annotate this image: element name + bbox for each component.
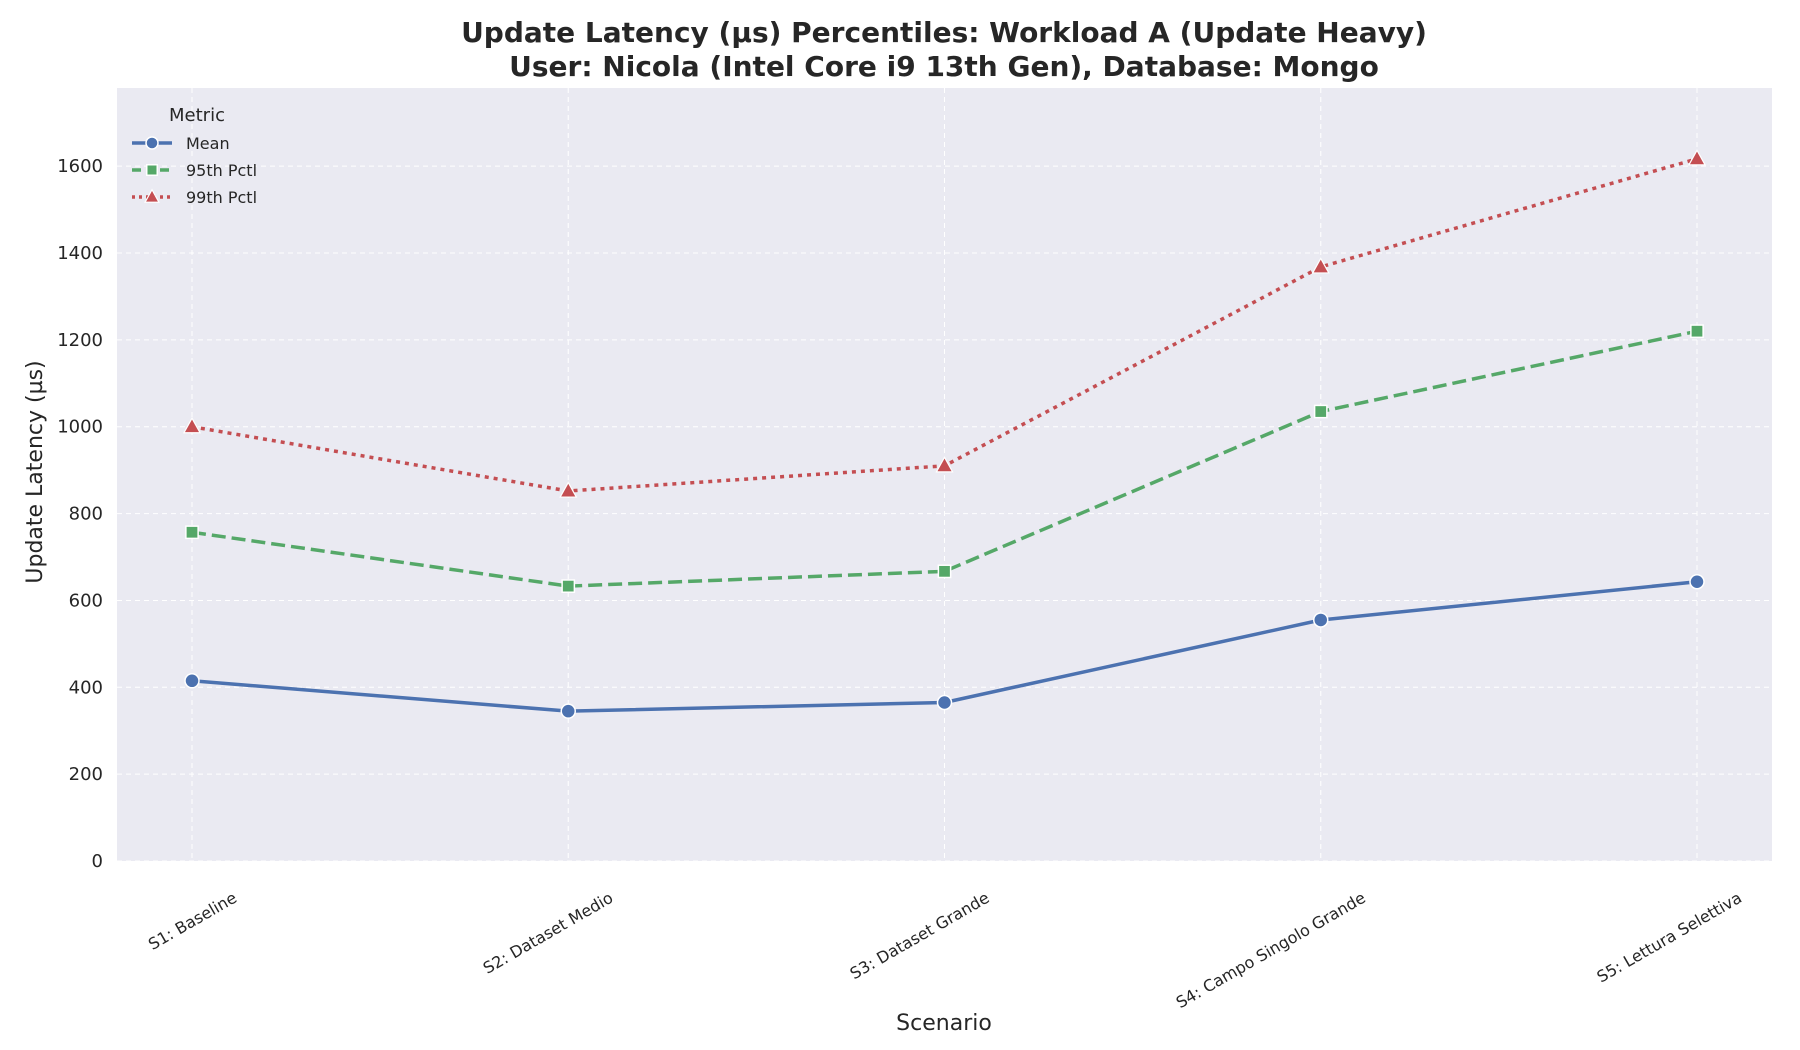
data-point — [1313, 612, 1329, 628]
y-tick-label: 1000 — [57, 417, 103, 438]
legend: Metric Mean 95th Pctl 99th Pctl — [132, 105, 257, 207]
data-point — [560, 703, 576, 719]
data-point — [935, 456, 954, 473]
series-95th-pctl — [185, 324, 1704, 593]
legend-label: 95th Pctl — [186, 161, 257, 180]
series-line — [191, 329, 1698, 588]
legend-swatch-marker — [144, 188, 160, 203]
data-point — [1689, 574, 1705, 590]
data-point — [184, 673, 200, 689]
y-tick-label: 0 — [92, 851, 103, 872]
y-tick-label: 1600 — [57, 156, 103, 177]
chart-title-line1: Update Latency (µs) Percentiles: Workloa… — [461, 16, 1427, 49]
legend-swatch-marker — [145, 136, 159, 150]
data-point — [182, 417, 202, 434]
y-axis-label: Update Latency (µs) — [23, 360, 48, 583]
legend-label: 99th Pctl — [186, 188, 257, 207]
x-axis-label: Scenario — [896, 1011, 992, 1036]
legend-item: 95th Pctl — [132, 161, 257, 180]
legend-label: Mean — [186, 134, 230, 153]
y-tick-label: 400 — [69, 677, 103, 698]
x-tick-label: S5: Lettura Selettiva — [1593, 888, 1745, 986]
data-point — [559, 481, 578, 498]
legend-swatch-marker — [146, 164, 158, 176]
x-tick-label: S4: Campo Singolo Grande — [1173, 888, 1369, 1012]
x-tick-label: S2: Dataset Medio — [480, 888, 616, 978]
series-group — [182, 149, 1707, 719]
data-point — [561, 579, 576, 593]
data-point — [937, 564, 952, 579]
y-tick-label: 200 — [69, 764, 103, 785]
y-tick-label: 1200 — [57, 330, 103, 351]
y-axis-ticks: 0 200 400 600 800 1000 1200 1400 1600 — [57, 156, 103, 872]
y-tick-label: 600 — [69, 590, 103, 611]
chart-title-line2: User: Nicola (Intel Core i9 13th Gen), D… — [509, 50, 1379, 83]
x-tick-label: S1: Baseline — [145, 888, 240, 954]
legend-item: 99th Pctl — [132, 188, 257, 207]
x-axis-ticks: S1: Baseline S2: Dataset Medio S3: Dataset… — [145, 888, 1745, 1012]
data-point — [1687, 149, 1707, 166]
y-tick-label: 1400 — [57, 243, 103, 264]
series-mean — [184, 574, 1705, 719]
x-tick-label: S3: Dataset Grande — [847, 888, 993, 983]
data-point — [1313, 404, 1328, 419]
data-point — [1690, 324, 1704, 339]
legend-title: Metric — [169, 105, 225, 126]
data-point — [936, 694, 953, 711]
legend-item: Mean — [132, 134, 230, 153]
series-99th-pctl — [182, 149, 1707, 498]
data-point — [1311, 257, 1330, 274]
data-point — [185, 525, 199, 540]
y-tick-label: 800 — [69, 504, 103, 525]
